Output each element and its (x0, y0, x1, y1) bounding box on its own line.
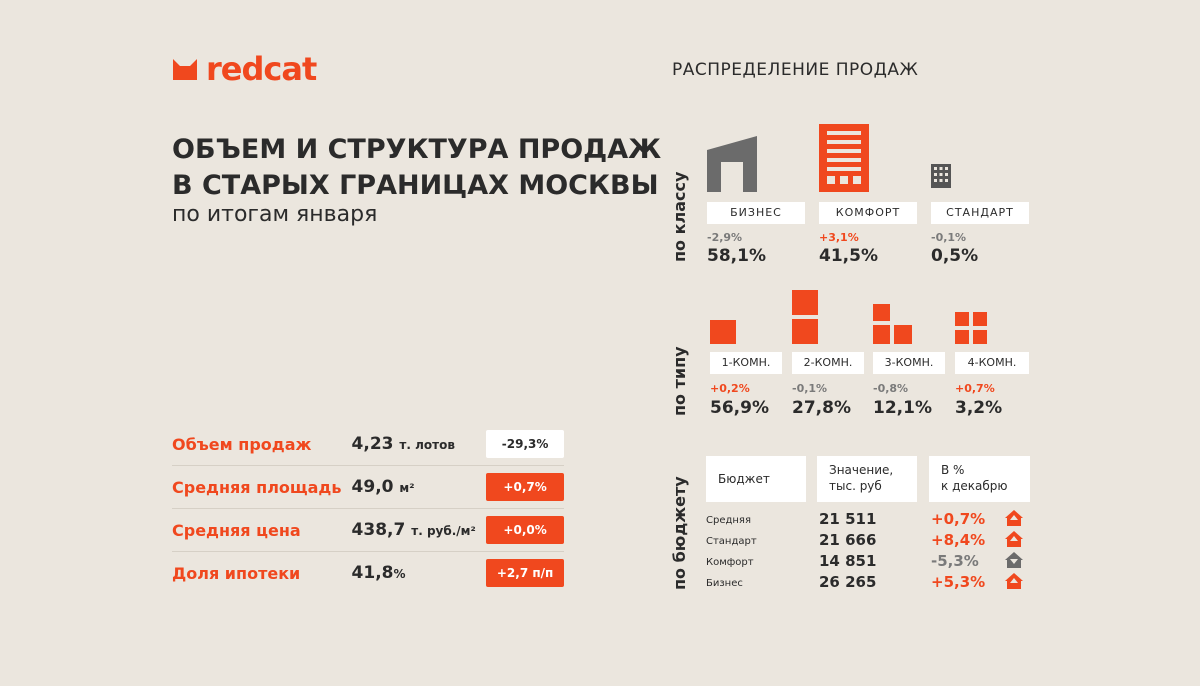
kpi-label: Средняя площадь (172, 477, 342, 497)
brand-logo: redcat (172, 50, 317, 88)
budget-row-change: +5,3% (931, 573, 986, 591)
kpi-row-volume: Объем продаж 4,23 т. лотов -29,3% (172, 423, 564, 466)
by-class-label: по классу (670, 171, 689, 262)
type-delta-1: +0,2% (710, 382, 750, 395)
budget-header-change: В % к декабрю (929, 456, 1030, 502)
standard-building-icon (931, 164, 951, 188)
by-budget-label: по бюджету (670, 476, 689, 590)
type-delta-3: -0,8% (873, 382, 909, 395)
type-delta-4: +0,7% (955, 382, 995, 395)
house-up-icon (1005, 510, 1023, 526)
house-up-icon (1005, 573, 1023, 589)
kpi-value: 41,8% (351, 563, 406, 583)
class-share-standard: 0,5% (931, 246, 979, 266)
kpi-change-badge: +0,7% (486, 473, 564, 501)
kpi-row-mortgage: Доля ипотеки 41,8% +2,7 п/п (172, 552, 564, 594)
budget-row-value: 21 666 (819, 531, 877, 549)
budget-row-value: 26 265 (819, 573, 877, 591)
room-2-icon (792, 290, 852, 344)
comfort-building-icon (819, 124, 869, 192)
budget-row-value: 14 851 (819, 552, 877, 570)
kpi-change-badge: +2,7 п/п (486, 559, 564, 587)
class-tag-comfort: КОМФОРТ (819, 202, 917, 224)
kpi-change-badge: +0,0% (486, 516, 564, 544)
budget-row-change: +8,4% (931, 531, 986, 549)
budget-row-name: Стандарт (706, 536, 757, 547)
page-subtitle: по итогам января (172, 202, 378, 227)
house-down-icon (1005, 552, 1023, 568)
type-tag-2: 2-КОМН. (792, 352, 864, 374)
type-tag-4: 4-КОМН. (955, 352, 1029, 374)
kpi-label: Доля ипотеки (172, 563, 301, 583)
class-delta-comfort: +3,1% (819, 231, 859, 244)
kpi-row-area: Средняя площадь 49,0 м² +0,7% (172, 466, 564, 509)
budget-row-name: Комфорт (706, 557, 754, 568)
room-3-icon (873, 290, 933, 344)
title-line-2: В СТАРЫХ ГРАНИЦАХ МОСКВЫ (172, 170, 659, 201)
class-delta-standard: -0,1% (931, 231, 967, 244)
kpi-row-price: Средняя цена 438,7 т. руб./м² +0,0% (172, 509, 564, 552)
budget-row-change: +0,7% (931, 510, 986, 528)
type-share-3: 12,1% (873, 398, 932, 418)
budget-row-name: Средняя (706, 515, 751, 526)
budget-row-change: -5,3% (931, 552, 979, 570)
type-share-2: 27,8% (792, 398, 851, 418)
class-share-comfort: 41,5% (819, 246, 878, 266)
distribution-heading: РАСПРЕДЕЛЕНИЕ ПРОДАЖ (672, 60, 919, 80)
title-line-1: ОБЪЕМ И СТРУКТУРА ПРОДАЖ (172, 134, 662, 165)
kpi-value: 438,7 т. руб./м² (351, 520, 476, 540)
class-tag-business: БИЗНЕС (707, 202, 805, 224)
kpi-label: Средняя цена (172, 520, 301, 540)
type-delta-2: -0,1% (792, 382, 828, 395)
kpi-value: 49,0 м² (351, 477, 415, 497)
class-tag-standard: СТАНДАРТ (931, 202, 1029, 224)
house-up-icon (1005, 531, 1023, 547)
type-tag-1: 1-КОМН. (710, 352, 782, 374)
type-share-4: 3,2% (955, 398, 1003, 418)
page-title: ОБЪЕМ И СТРУКТУРА ПРОДАЖ В СТАРЫХ ГРАНИЦ… (172, 132, 661, 204)
by-type-label: по типу (670, 346, 689, 416)
class-delta-business: -2,9% (707, 231, 743, 244)
budget-header-value: Значение, тыс. руб (817, 456, 917, 502)
kpi-value: 4,23 т. лотов (351, 434, 455, 454)
budget-row-name: Бизнес (706, 578, 743, 589)
kpi-change-badge: -29,3% (486, 430, 564, 458)
business-building-icon (707, 136, 757, 192)
class-share-business: 58,1% (707, 246, 766, 266)
type-share-1: 56,9% (710, 398, 769, 418)
kpi-label: Объем продаж (172, 434, 312, 454)
room-4-icon (955, 290, 1015, 344)
cat-ears-icon (173, 59, 197, 80)
type-tag-3: 3-КОМН. (873, 352, 945, 374)
room-1-icon (710, 290, 770, 344)
budget-row-value: 21 511 (819, 510, 877, 528)
budget-header-name: Бюджет (706, 456, 806, 502)
brand-name: redcat (206, 50, 317, 88)
